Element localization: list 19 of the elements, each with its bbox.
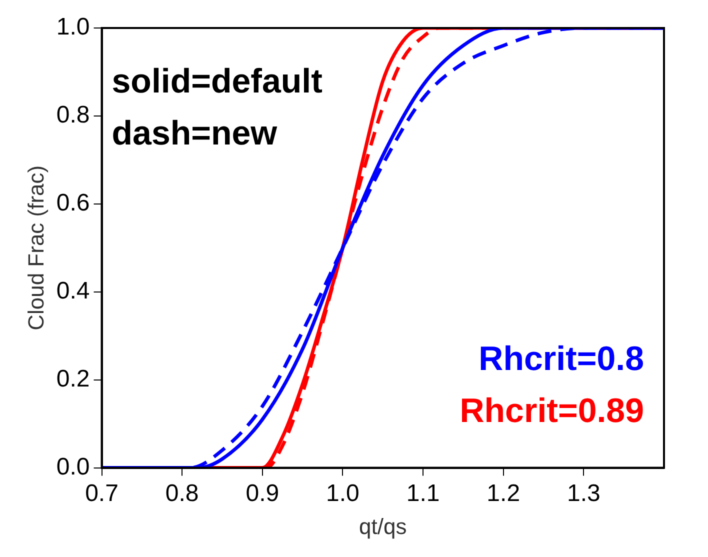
y-tick-label: 0.4 bbox=[56, 278, 90, 305]
y-tick-label: 1.0 bbox=[56, 14, 90, 41]
y-tick-label: 0.2 bbox=[56, 365, 90, 392]
annotation: solid=default bbox=[112, 62, 322, 100]
text: Rhcrit=0.8 bbox=[478, 340, 644, 378]
annotation: dash=new bbox=[112, 114, 278, 152]
x-axis-title: qt/qs bbox=[359, 514, 407, 539]
x-tick-label: 0.7 bbox=[85, 480, 118, 507]
text: Rhcrit=0.89 bbox=[460, 392, 644, 430]
x-tick-label: 1.3 bbox=[566, 480, 600, 507]
x-tick-label: 1.0 bbox=[326, 480, 360, 507]
y-tick-label: 0.8 bbox=[56, 102, 90, 129]
y-tick-label: 0.0 bbox=[56, 453, 90, 480]
x-tick-label: 1.1 bbox=[406, 480, 440, 507]
y-axis-title: Cloud Frac (frac) bbox=[23, 165, 48, 330]
y-tick-label: 0.6 bbox=[56, 190, 90, 217]
x-tick-label: 0.9 bbox=[246, 480, 280, 507]
x-tick-label: 0.8 bbox=[165, 480, 199, 507]
x-tick-label: 1.2 bbox=[486, 480, 520, 507]
